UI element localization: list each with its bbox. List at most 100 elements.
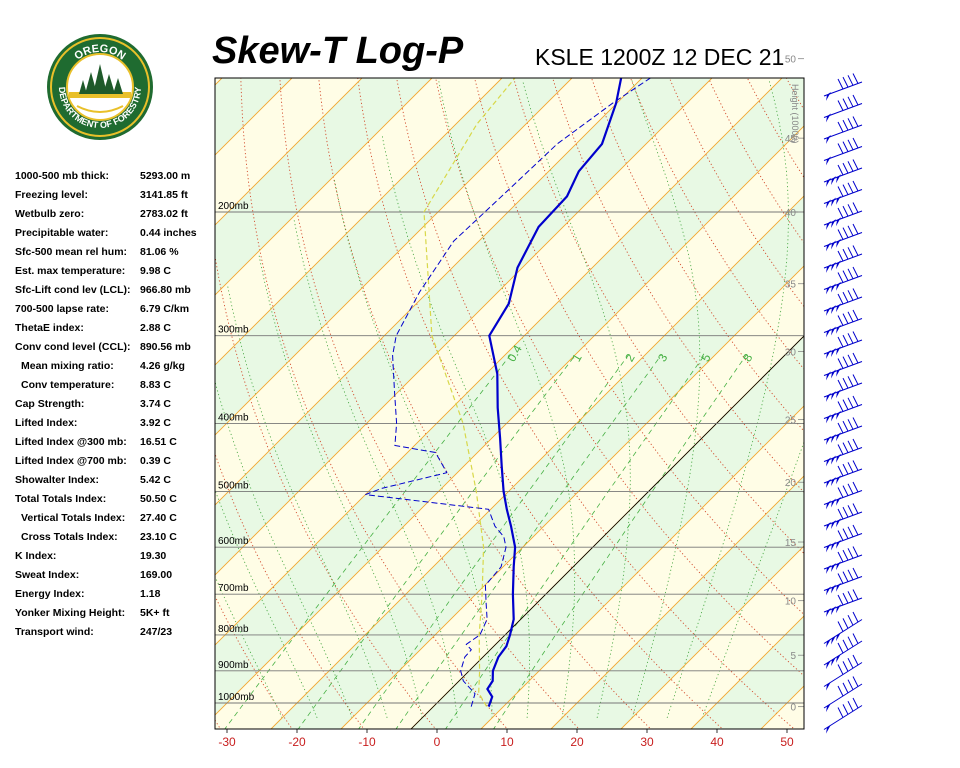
index-value: 0.39 C bbox=[140, 455, 171, 467]
moist-adiabat bbox=[381, 134, 530, 718]
wind-barb-icon bbox=[823, 374, 863, 402]
index-value: 5.42 C bbox=[140, 474, 171, 486]
wind-barb-icon bbox=[823, 288, 863, 316]
index-value: 50.50 C bbox=[140, 493, 177, 505]
index-value: 27.40 C bbox=[140, 512, 177, 524]
height-tick-label: 50 bbox=[785, 55, 797, 66]
dry-adiabat bbox=[513, 78, 804, 555]
parcel-trace bbox=[423, 78, 516, 707]
index-value: 3141.85 ft bbox=[140, 189, 188, 201]
dry-adiabat bbox=[939, 73, 960, 730]
wind-barb-icon bbox=[823, 676, 863, 713]
x-tick-label: -20 bbox=[288, 735, 306, 749]
dry-adiabat bbox=[861, 73, 960, 730]
pressure-label: 400mb bbox=[218, 412, 249, 423]
pressure-label: 700mb bbox=[218, 583, 249, 594]
pressure-label: 500mb bbox=[218, 481, 249, 492]
index-label: Total Totals Index: bbox=[15, 493, 107, 505]
isobar-lines bbox=[215, 211, 804, 704]
index-label: Lifted Index @300 mb: bbox=[15, 436, 127, 448]
wind-barb-icon bbox=[823, 159, 863, 187]
index-label: Energy Index: bbox=[15, 588, 85, 600]
index-row: Total Totals Index: 50.50 C bbox=[15, 491, 215, 510]
index-value: 3.92 C bbox=[140, 417, 171, 429]
isotherm-line bbox=[340, 265, 804, 729]
isotherm-line bbox=[0, 78, 82, 729]
index-row: Lifted Index: 3.92 C bbox=[15, 415, 215, 434]
index-row: 700-500 lapse rate: 6.79 C/km bbox=[15, 301, 215, 320]
index-value: 19.30 bbox=[140, 550, 167, 562]
pressure-label: 900mb bbox=[218, 660, 249, 671]
dry-adiabat bbox=[215, 253, 437, 729]
height-tick-label: 40 bbox=[785, 208, 797, 219]
index-label: ThetaE index: bbox=[15, 322, 84, 334]
temperature-trace bbox=[486, 78, 623, 707]
index-label: Lifted Index @700 mb: bbox=[15, 455, 127, 467]
wind-barb-icon bbox=[823, 503, 863, 531]
index-row: Cap Strength: 3.74 C bbox=[15, 396, 215, 415]
wind-barb-icon bbox=[823, 309, 863, 338]
moist-adiabat bbox=[227, 286, 388, 719]
isotherm-line bbox=[215, 78, 223, 86]
mixing-ratio-line bbox=[358, 354, 630, 729]
index-label: Conv cond level (CCL): bbox=[15, 341, 131, 353]
index-row: Sfc-500 mean rel hum: 81.06 % bbox=[15, 244, 215, 263]
index-row: Showalter Index: 5.42 C bbox=[15, 472, 215, 491]
isotherm-band bbox=[0, 78, 152, 729]
logo-top-text: OREGON bbox=[72, 43, 127, 63]
wind-barb-icon bbox=[823, 180, 863, 209]
index-row: Cross Totals Index: 23.10 C bbox=[15, 529, 215, 548]
dry-adiabat bbox=[785, 78, 804, 111]
mixing-ratio-line bbox=[297, 354, 577, 729]
pressure-label: 800mb bbox=[218, 624, 249, 635]
height-tick-label: 15 bbox=[785, 538, 797, 549]
height-tick-label: 35 bbox=[785, 280, 797, 291]
dry-adiabat bbox=[31, 73, 150, 730]
index-value: 2783.02 ft bbox=[140, 208, 188, 220]
index-row: Lifted Index @700 mb: 0.39 C bbox=[15, 453, 215, 472]
moist-adiabat bbox=[522, 80, 631, 718]
x-tick-label: -10 bbox=[358, 735, 376, 749]
moist-adiabats bbox=[215, 80, 804, 719]
wind-barb-icon bbox=[823, 611, 863, 648]
wind-barb-icon bbox=[823, 137, 863, 166]
index-row: Mean mixing ratio: 4.26 g/kg bbox=[15, 358, 215, 377]
index-value: 5293.00 m bbox=[140, 170, 191, 182]
wind-barb-icon bbox=[823, 73, 863, 101]
index-label: Showalter Index: bbox=[15, 474, 100, 486]
dry-adiabat bbox=[900, 73, 960, 730]
x-tick-label: 0 bbox=[434, 735, 441, 749]
index-label: 1000-500 mb thick: bbox=[15, 170, 109, 182]
isotherm-line bbox=[270, 195, 804, 729]
isotherm-line bbox=[215, 125, 804, 716]
height-tick-label: 30 bbox=[785, 348, 797, 359]
isotherm-line bbox=[215, 78, 503, 366]
height-axis-title: Height (1000ft) bbox=[790, 84, 800, 144]
x-tick-label: -30 bbox=[218, 735, 236, 749]
dry-adiabat bbox=[215, 719, 221, 729]
index-value: 6.79 C/km bbox=[140, 303, 190, 315]
index-value: 2.88 C bbox=[140, 322, 171, 334]
index-row: Freezing level: 3141.85 ft bbox=[15, 187, 215, 206]
wind-barb-icon bbox=[823, 266, 863, 295]
wind-barb-icon bbox=[823, 654, 863, 691]
index-row: Yonker Mixing Height: 5K+ ft bbox=[15, 605, 215, 624]
pressure-label: 200mb bbox=[218, 201, 249, 212]
index-label: Lifted Index: bbox=[15, 417, 78, 429]
index-label: 700-500 lapse rate: bbox=[15, 303, 109, 315]
index-row: Sweat Index: 169.00 bbox=[15, 567, 215, 586]
isotherm-lines bbox=[0, 78, 804, 729]
isotherm-line bbox=[215, 78, 713, 576]
index-row: K Index: 19.30 bbox=[15, 548, 215, 567]
index-value: 1.18 bbox=[140, 588, 161, 600]
wind-barb-icon bbox=[823, 395, 863, 424]
index-label: Yonker Mixing Height: bbox=[15, 607, 126, 619]
isotherm-line bbox=[480, 405, 804, 729]
index-row: 1000-500 mb thick: 5293.00 m bbox=[15, 168, 215, 187]
x-tick-label: 10 bbox=[500, 735, 514, 749]
wind-barb-icon bbox=[823, 460, 863, 488]
index-row: Est. max temperature: 9.98 C bbox=[15, 263, 215, 282]
moist-adiabat bbox=[215, 380, 353, 719]
index-value: 8.83 C bbox=[140, 379, 171, 391]
